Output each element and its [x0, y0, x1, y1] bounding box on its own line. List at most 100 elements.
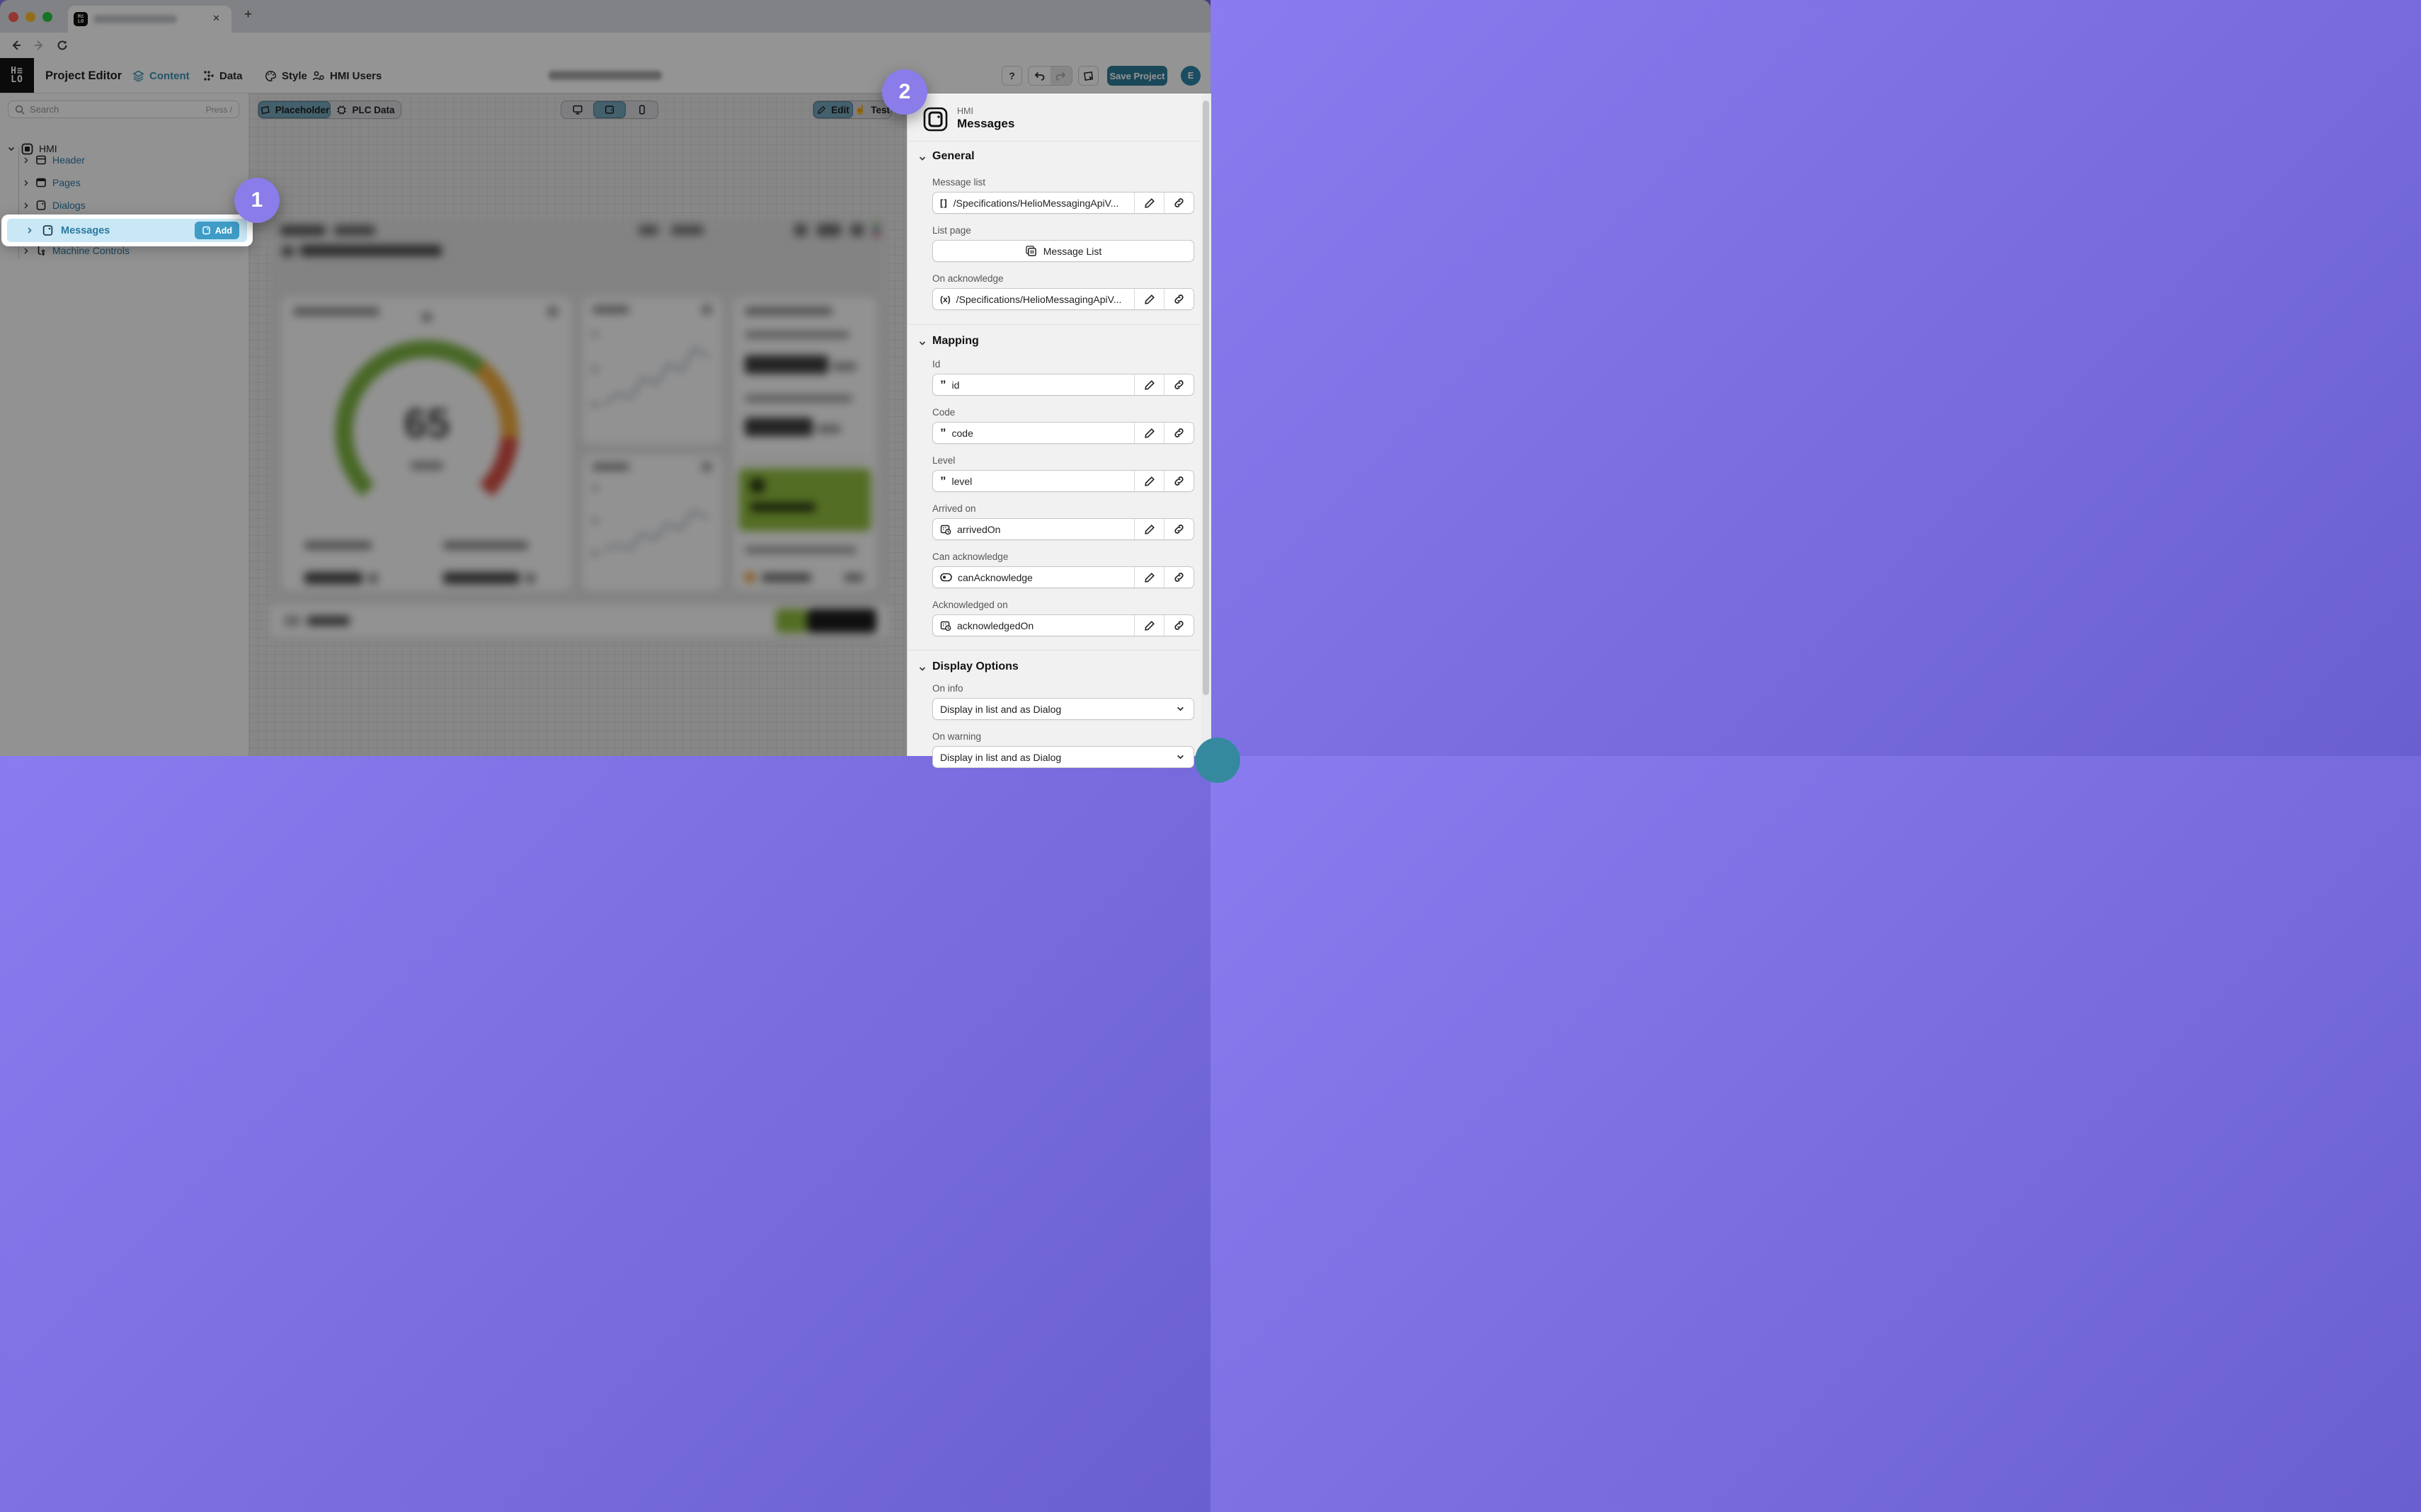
helio-logo: H≡ LO [0, 58, 34, 93]
link-binding-button[interactable] [1164, 193, 1194, 213]
link-binding-button[interactable] [1164, 423, 1194, 443]
can-acknowledge-input[interactable]: canAcknowledge [933, 567, 1134, 588]
link-icon [1174, 476, 1184, 486]
link-binding-button[interactable] [1164, 471, 1194, 491]
new-tab-button[interactable]: + [244, 7, 253, 22]
save-project-button[interactable]: Save Project [1107, 66, 1167, 86]
device-preview-toggle [561, 101, 658, 119]
tablet-preview-button[interactable] [593, 101, 626, 118]
link-binding-button[interactable] [1164, 519, 1194, 539]
undo-redo-group [1028, 66, 1072, 86]
placeholder-toggle-button[interactable]: Placeholder [258, 101, 331, 118]
tab-style[interactable]: Style [265, 58, 307, 93]
arrived-on-input[interactable]: arrivedOn [933, 519, 1134, 539]
collapse-display-options-icon[interactable] [918, 665, 927, 673]
message-list-value: /Specifications/HelioMessagingApiV... [953, 197, 1119, 209]
tree-item-machine-controls[interactable]: Machine Controls [22, 241, 130, 260]
tab-data[interactable]: Data [203, 58, 243, 93]
plc-data-toggle-button[interactable]: PLC Data [331, 101, 401, 118]
help-button[interactable]: ? [1002, 66, 1022, 86]
acknowledged-on-value: acknowledgedOn [957, 619, 1034, 631]
desktop-preview-button[interactable] [561, 101, 593, 118]
close-tab-icon[interactable]: ✕ [212, 13, 220, 23]
tab-content[interactable]: Content [132, 58, 190, 93]
user-avatar[interactable]: E [1181, 66, 1201, 86]
acknowledged-on-input[interactable]: acknowledgedOn [933, 615, 1134, 636]
redo-button[interactable] [1050, 67, 1072, 85]
level-input[interactable]: ” level [933, 471, 1134, 491]
chevron-right-icon[interactable] [22, 202, 30, 210]
display-options-section-header[interactable]: Display Options [932, 660, 1019, 672]
close-window-button[interactable] [8, 12, 18, 22]
code-input[interactable]: ” code [933, 423, 1134, 443]
helio-favicon: H≡ LO [74, 12, 88, 26]
help-bubble-button[interactable] [1195, 738, 1240, 783]
add-dialog-icon [202, 226, 210, 235]
add-message-button[interactable]: Add [194, 222, 239, 239]
step-2-badge: 2 [882, 69, 927, 115]
tab-data-label: Data [219, 69, 243, 82]
acknowledged-on-label: Acknowledged on [932, 600, 1008, 610]
tree-item-dialogs[interactable]: Dialogs [22, 196, 86, 214]
boolean-toggle-icon [940, 573, 952, 582]
chevron-right-icon[interactable] [22, 156, 30, 164]
chevron-right-icon[interactable] [25, 227, 33, 234]
string-quote-icon: ” [940, 425, 946, 440]
panel-scrollbar-thumb[interactable] [1203, 101, 1209, 695]
zoom-window-button[interactable] [42, 12, 52, 22]
edit-binding-button[interactable] [1134, 193, 1164, 213]
chevron-right-icon[interactable] [22, 247, 30, 255]
id-input[interactable]: ” id [933, 374, 1134, 395]
test-mode-button[interactable]: ☝ Test [853, 101, 891, 118]
link-binding-button[interactable] [1164, 289, 1194, 309]
collapse-mapping-icon[interactable] [918, 339, 927, 348]
general-section-header[interactable]: General [932, 150, 975, 162]
mapping-section-header[interactable]: Mapping [932, 335, 979, 347]
chevron-down-icon[interactable] [7, 144, 16, 153]
list-page-button[interactable]: Message List [932, 240, 1194, 262]
on-acknowledge-input[interactable]: (x) /Specifications/HelioMessagingApiV..… [933, 289, 1134, 309]
link-binding-button[interactable] [1164, 567, 1194, 588]
link-binding-button[interactable] [1164, 374, 1194, 395]
forward-icon[interactable] [33, 39, 45, 52]
edit-binding-button[interactable] [1134, 567, 1164, 588]
minimize-window-button[interactable] [25, 12, 35, 22]
edit-binding-button[interactable] [1134, 471, 1164, 491]
phone-preview-button[interactable] [626, 101, 658, 118]
tree-item-header[interactable]: Header [22, 151, 85, 169]
back-icon[interactable] [10, 39, 23, 52]
collapse-general-icon[interactable] [918, 154, 927, 163]
level-value: level [951, 475, 973, 487]
divider [908, 141, 1201, 142]
tree-item-pages[interactable]: Pages [22, 173, 81, 192]
messages-spotlight: Messages Add [1, 214, 253, 246]
search-placeholder: Search [30, 104, 59, 115]
tree-item-messages[interactable]: Messages Add [7, 219, 247, 242]
edit-binding-button[interactable] [1134, 289, 1164, 309]
edit-binding-button[interactable] [1134, 519, 1164, 539]
tree-root-hmi[interactable]: HMI [7, 139, 57, 158]
message-list-label: Message list [932, 177, 986, 188]
on-info-value: Display in list and as Dialog [940, 703, 1062, 715]
list-page-button-label: Message List [1043, 245, 1102, 257]
edit-mode-button[interactable]: Edit [813, 101, 853, 118]
function-icon: (x) [940, 294, 951, 304]
search-input[interactable]: Search Press / [8, 101, 239, 118]
tab-hmi-users[interactable]: HMI Users [312, 58, 382, 93]
on-warning-select[interactable]: Display in list and as Dialog [932, 746, 1194, 768]
on-acknowledge-label: On acknowledge [932, 273, 1004, 284]
hand-pointer-icon: ☝ [854, 104, 866, 115]
chevron-right-icon[interactable] [22, 179, 30, 187]
edit-binding-button[interactable] [1134, 374, 1164, 395]
link-binding-button[interactable] [1164, 615, 1194, 636]
app-title: Project Editor [45, 69, 122, 82]
edit-binding-button[interactable] [1134, 423, 1164, 443]
tab-hmi-users-label: HMI Users [330, 69, 382, 82]
undo-button[interactable] [1029, 67, 1051, 85]
insert-placeholder-button[interactable] [1078, 66, 1099, 86]
edit-binding-button[interactable] [1134, 615, 1164, 636]
on-info-select[interactable]: Display in list and as Dialog [932, 698, 1194, 720]
reload-icon[interactable] [56, 39, 69, 52]
message-list-input[interactable]: [] /Specifications/HelioMessagingApiV... [933, 193, 1134, 213]
browser-tab[interactable]: H≡ LO ✕ [68, 6, 231, 33]
